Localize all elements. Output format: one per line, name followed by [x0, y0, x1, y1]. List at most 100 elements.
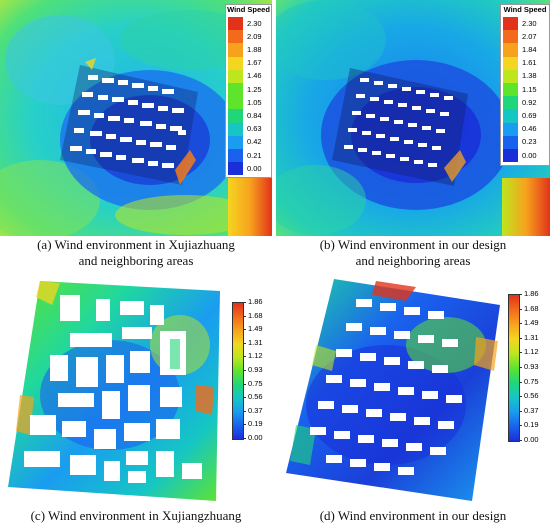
caption-a: (a) Wind environment in Xujiazhuang and … [0, 237, 272, 269]
legend-value: 0.00 [522, 150, 537, 160]
caption-d-line1: (d) Wind environment in our design [319, 508, 507, 523]
panel-c: 1.86 1.68 1.49 1.31 1.12 0.93 0.75 0.56 0.37 0.19… [0, 275, 272, 505]
colorbar-value: 0.75 [248, 378, 263, 388]
colorbar-tick [243, 370, 246, 371]
legend-swatch [503, 122, 518, 136]
buildings-c [24, 295, 202, 483]
legend-value: 1.15 [522, 84, 537, 94]
colorbar-tick [243, 383, 246, 385]
colorbar-value: 1.49 [248, 324, 263, 334]
colorbar-tick [519, 367, 522, 368]
colorbar-tick [243, 329, 246, 331]
colorbar-value: 0.00 [524, 435, 539, 444]
panel-d: 1.86 1.68 1.49 1.31 1.12 0.93 0.75 0.56 0.37 0.19… [276, 275, 550, 505]
legend-swatch [503, 17, 518, 31]
colorbar-value: 1.68 [248, 310, 263, 320]
legend-swatch [228, 83, 243, 97]
legend-value: 0.84 [247, 111, 262, 120]
legend-swatch [503, 96, 518, 110]
buildings-a [70, 75, 186, 168]
legend-swatch [228, 30, 243, 44]
colorbar-value: 0.93 [524, 362, 539, 371]
legend-swatch [503, 56, 518, 70]
legend-swatch [503, 43, 518, 57]
colorbar-tick [519, 425, 522, 427]
colorbar-tick [243, 397, 246, 399]
caption-b: (b) Wind environment in our design and n… [276, 237, 550, 269]
legend-value: 1.84 [522, 45, 537, 54]
caption-b-line1: (b) Wind environment in our design [319, 237, 507, 252]
legend-value: 1.67 [247, 58, 262, 68]
legend-value: 2.09 [247, 31, 262, 41]
colorbar-tick [243, 438, 246, 439]
colorbar-value: 0.37 [248, 405, 263, 415]
legend-value: 1.46 [247, 71, 262, 81]
colorbar-tick [519, 352, 522, 354]
legend-swatch [228, 56, 243, 70]
legend-value: 0.46 [522, 124, 537, 134]
legend-value: 2.30 [247, 18, 262, 28]
legend-swatch [503, 30, 518, 44]
legend-value: 2.30 [522, 18, 537, 28]
legend-value: 1.61 [522, 58, 537, 68]
legend-value: 1.38 [522, 71, 537, 81]
buildings-b [344, 78, 453, 167]
colorbar-value: 0.93 [248, 365, 263, 374]
colorbar-value: 1.86 [524, 289, 539, 298]
colorbar-value: 1.12 [524, 347, 539, 357]
legend-value: 0.63 [247, 124, 262, 134]
legend-value: 0.21 [247, 150, 262, 160]
legend-swatch [228, 43, 243, 57]
legend-swatch [228, 149, 243, 163]
legend-swatch [228, 17, 243, 31]
legend-swatch [228, 122, 243, 136]
colorbar-value: 1.31 [524, 332, 539, 342]
colorbar-tick [519, 337, 522, 339]
colorbar-value: 1.12 [248, 351, 263, 361]
colorbar-tick [243, 356, 246, 358]
colorbar-value: 1.86 [248, 297, 263, 306]
legend-value: 0.23 [522, 137, 537, 147]
colorbar-tick [243, 342, 246, 344]
caption-a-line1: (a) Wind environment in Xujiazhuang [37, 237, 235, 252]
buildings-d [310, 299, 462, 475]
legend-value: 1.88 [247, 45, 262, 54]
legend-value: 0.42 [247, 137, 262, 147]
colorbar-tick [519, 440, 522, 441]
legend-value: 0.92 [522, 97, 537, 107]
legend-swatch [228, 135, 243, 149]
legend-swatch [228, 162, 243, 176]
wind-map-d [286, 279, 500, 501]
legend-value: 0.69 [522, 111, 537, 120]
caption-c-line1: (c) Wind environment in Xujiangzhuang [30, 508, 242, 523]
caption-c: (c) Wind environment in Xujiangzhuang [0, 508, 272, 524]
legend-swatch [228, 96, 243, 110]
caption-d: (d) Wind environment in our design [276, 508, 550, 524]
colorbar-value: 1.49 [524, 318, 539, 328]
legend-title-b: Wind Speed [503, 5, 547, 14]
legend-swatch [503, 83, 518, 97]
legend-swatch [503, 69, 518, 83]
colorbar-value: 0.19 [248, 419, 263, 429]
legend-title-a: Wind Speed [227, 5, 270, 14]
colorbar-tick [243, 315, 246, 317]
caption-a-line2: and neighboring areas [78, 253, 194, 268]
colorbar-tick [243, 410, 246, 412]
colorbar [508, 294, 520, 442]
colorbar-tick [519, 410, 522, 412]
colorbar-value: 0.19 [524, 420, 539, 430]
wind-map-b [276, 0, 550, 236]
colorbar-tick [519, 294, 522, 295]
colorbar-tick [519, 308, 522, 310]
legend-value: 1.05 [247, 97, 262, 107]
caption-b-line2: and neighboring areas [355, 253, 471, 268]
colorbar-tick [243, 302, 246, 303]
colorbar-tick [243, 424, 246, 426]
colorbar [232, 302, 244, 440]
legend-value: 0.00 [247, 163, 262, 173]
colorbar-value: 0.37 [524, 405, 539, 415]
legend-swatch [503, 109, 518, 123]
colorbar-value: 1.31 [248, 337, 263, 347]
colorbar-value: 0.75 [524, 376, 539, 386]
colorbar-value: 0.00 [248, 433, 263, 442]
